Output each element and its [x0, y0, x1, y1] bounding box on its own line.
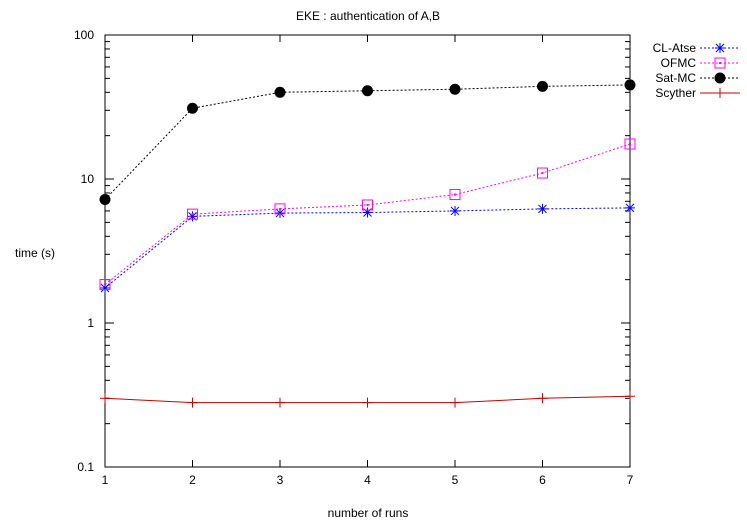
data-point-scyther	[275, 397, 285, 408]
chart-title: EKE : authentication of A,B	[296, 9, 440, 23]
series-line-sat-mc	[104, 84, 631, 200]
series-sat-mc	[99, 79, 636, 206]
legend-marker	[714, 57, 726, 69]
data-point-sat-mc	[449, 83, 461, 95]
y-tick-label: 1	[87, 316, 94, 330]
data-point-sat-mc	[99, 194, 111, 206]
data-point-sat-mc	[362, 85, 373, 97]
y-axis-label: time (s)	[15, 246, 55, 260]
y-tick-label: 10	[81, 172, 95, 186]
x-tick-label: 6	[539, 473, 546, 487]
x-tick-label: 3	[277, 473, 284, 487]
data-point-ofmc	[362, 199, 373, 211]
data-point-cl-atse	[625, 202, 635, 213]
data-point-scyther	[450, 397, 460, 408]
data-point-sat-mc	[624, 79, 636, 91]
data-point-sat-mc	[274, 86, 286, 98]
legend-item-scyther: Scyther	[655, 86, 740, 100]
data-point-ofmc	[274, 203, 286, 215]
y-tick-label: 100	[74, 28, 94, 42]
x-tick-label: 2	[189, 473, 196, 487]
series-line-cl-atse	[104, 207, 631, 289]
y-tick-label: 0.1	[77, 460, 94, 474]
series-scyther	[100, 391, 635, 408]
x-tick-label: 7	[627, 473, 634, 487]
data-point-scyther	[362, 397, 373, 408]
series-ofmc	[99, 138, 636, 291]
data-point-ofmc	[187, 208, 198, 220]
data-point-ofmc	[624, 138, 636, 150]
legend-marker	[714, 72, 726, 84]
data-point-cl-atse	[537, 203, 548, 214]
data-point-cl-atse	[450, 205, 460, 216]
axes: 1 2 3 4 5 6 7 0.1 1 10 100	[74, 28, 634, 487]
x-tick-label: 4	[364, 473, 371, 487]
x-tick-label: 1	[102, 473, 109, 487]
x-axis-label: number of runs	[328, 506, 409, 520]
legend-marker	[715, 88, 725, 98]
legend-label: CL-Atse	[653, 41, 697, 55]
data-point-cl-atse	[275, 208, 285, 219]
data-point-ofmc	[99, 279, 111, 291]
x-tick-label: 5	[452, 473, 459, 487]
series-cl-atse	[100, 202, 635, 294]
data-point-cl-atse	[362, 207, 373, 218]
legend-label: OFMC	[661, 56, 697, 70]
series-layer	[99, 79, 636, 408]
data-point-scyther	[537, 393, 548, 404]
data-point-ofmc	[537, 167, 548, 179]
legend-item-cl-atse: CL-Atse	[653, 41, 740, 55]
legend-marker	[715, 43, 725, 53]
legend-item-ofmc: OFMC	[661, 56, 740, 70]
data-point-sat-mc	[537, 80, 548, 92]
data-point-scyther	[187, 397, 198, 408]
legend-item-sat-mc: Sat-MC	[655, 71, 740, 85]
legend-label: Scyther	[655, 86, 696, 100]
data-point-ofmc	[449, 189, 461, 201]
data-point-scyther	[100, 393, 110, 404]
legend-label: Sat-MC	[655, 71, 696, 85]
data-point-scyther	[625, 391, 635, 402]
data-point-sat-mc	[187, 102, 198, 114]
